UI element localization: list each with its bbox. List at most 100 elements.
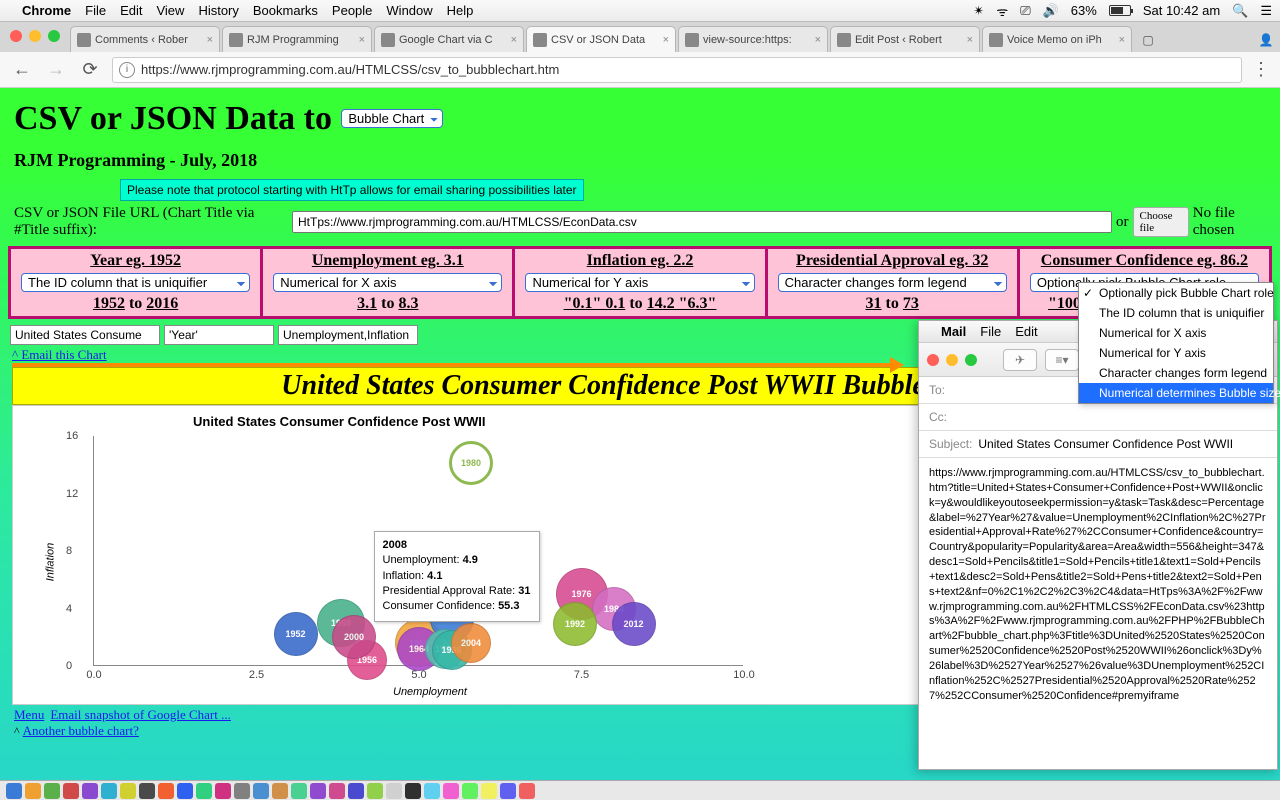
dock-app-icon[interactable] bbox=[139, 783, 155, 799]
minimize-icon[interactable] bbox=[946, 354, 958, 366]
browser-tab[interactable]: Voice Memo on iPh× bbox=[982, 26, 1132, 52]
choose-file-button[interactable]: Choose file bbox=[1133, 207, 1189, 237]
address-bar[interactable]: i https://www.rjmprogramming.com.au/HTML… bbox=[112, 57, 1242, 83]
reload-button[interactable]: ⟳ bbox=[78, 58, 102, 82]
close-tab-icon[interactable]: × bbox=[359, 34, 365, 46]
another-chart-link[interactable]: Another bubble chart? bbox=[23, 723, 139, 738]
dock[interactable] bbox=[0, 780, 1280, 800]
dock-app-icon[interactable] bbox=[424, 783, 440, 799]
subject-field[interactable]: United States Consumer Confidence Post W… bbox=[978, 437, 1233, 451]
menu-edit[interactable]: Edit bbox=[120, 3, 142, 18]
dock-app-icon[interactable] bbox=[386, 783, 402, 799]
close-tab-icon[interactable]: × bbox=[1119, 34, 1125, 46]
close-icon[interactable] bbox=[10, 30, 22, 42]
dock-app-icon[interactable] bbox=[462, 783, 478, 799]
close-tab-icon[interactable]: × bbox=[967, 34, 973, 46]
send-button[interactable]: ✈ bbox=[1003, 349, 1037, 371]
user-icon[interactable]: 👤 bbox=[1252, 28, 1280, 52]
airplay-icon[interactable]: ⎚ bbox=[1020, 3, 1030, 19]
close-icon[interactable] bbox=[927, 354, 939, 366]
site-info-icon[interactable]: i bbox=[119, 62, 135, 78]
battery-icon[interactable] bbox=[1109, 5, 1131, 16]
chart-type-select[interactable]: Bubble Chart bbox=[341, 109, 443, 128]
menu-history[interactable]: History bbox=[198, 3, 238, 18]
menu-help[interactable]: Help bbox=[447, 3, 474, 18]
dock-app-icon[interactable] bbox=[196, 783, 212, 799]
dropdown-option[interactable]: The ID column that is uniquifier bbox=[1079, 303, 1273, 323]
chrome-menu-icon[interactable]: ⋮ bbox=[1252, 59, 1270, 80]
value-input[interactable] bbox=[278, 325, 418, 345]
dropdown-option[interactable]: Optionally pick Bubble Chart role bbox=[1079, 283, 1273, 303]
back-button[interactable]: ← bbox=[10, 58, 34, 82]
dock-app-icon[interactable] bbox=[500, 783, 516, 799]
dock-app-icon[interactable] bbox=[519, 783, 535, 799]
browser-tab[interactable]: RJM Programming× bbox=[222, 26, 372, 52]
bubble-point[interactable]: 1952 bbox=[274, 612, 318, 656]
app-name[interactable]: Chrome bbox=[22, 3, 71, 18]
wifi-icon[interactable]: ᯤ bbox=[996, 2, 1008, 20]
dock-app-icon[interactable] bbox=[177, 783, 193, 799]
dock-app-icon[interactable] bbox=[120, 783, 136, 799]
column-role-select[interactable]: Numerical for X axis bbox=[273, 273, 502, 292]
dock-app-icon[interactable] bbox=[329, 783, 345, 799]
close-tab-icon[interactable]: × bbox=[663, 34, 669, 46]
window-controls[interactable] bbox=[10, 30, 60, 42]
forward-button[interactable]: → bbox=[44, 58, 68, 82]
dock-app-icon[interactable] bbox=[234, 783, 250, 799]
list-icon[interactable]: ☰ bbox=[1260, 3, 1272, 19]
browser-tab[interactable]: Comments ‹ Rober× bbox=[70, 26, 220, 52]
menu-view[interactable]: View bbox=[156, 3, 184, 18]
dock-app-icon[interactable] bbox=[481, 783, 497, 799]
minimize-icon[interactable] bbox=[29, 30, 41, 42]
mail-app-name[interactable]: Mail bbox=[941, 324, 966, 339]
menu-window[interactable]: Window bbox=[386, 3, 432, 18]
dock-app-icon[interactable] bbox=[405, 783, 421, 799]
dropdown-option[interactable]: Numerical for X axis bbox=[1079, 323, 1273, 343]
bubble-point[interactable]: 2012 bbox=[612, 602, 656, 646]
dropdown-option[interactable]: Numerical determines Bubble size bbox=[1079, 383, 1273, 403]
zoom-icon[interactable] bbox=[965, 354, 977, 366]
dock-app-icon[interactable] bbox=[272, 783, 288, 799]
mail-file-menu[interactable]: File bbox=[980, 324, 1001, 339]
bubble-point[interactable]: 1980 bbox=[449, 441, 493, 485]
dock-app-icon[interactable] bbox=[443, 783, 459, 799]
label-input[interactable] bbox=[164, 325, 274, 345]
browser-tab[interactable]: Edit Post ‹ Robert× bbox=[830, 26, 980, 52]
column-role-select[interactable]: Character changes form legend bbox=[778, 273, 1007, 292]
dropdown-option[interactable]: Numerical for Y axis bbox=[1079, 343, 1273, 363]
new-tab-button[interactable]: ▢ bbox=[1134, 28, 1162, 52]
browser-tab[interactable]: view-source:https:× bbox=[678, 26, 828, 52]
column-role-select[interactable]: Numerical for Y axis bbox=[525, 273, 754, 292]
dock-app-icon[interactable] bbox=[25, 783, 41, 799]
dock-app-icon[interactable] bbox=[158, 783, 174, 799]
dock-app-icon[interactable] bbox=[6, 783, 22, 799]
dock-app-icon[interactable] bbox=[367, 783, 383, 799]
dock-app-icon[interactable] bbox=[291, 783, 307, 799]
dock-app-icon[interactable] bbox=[348, 783, 364, 799]
menu-file[interactable]: File bbox=[85, 3, 106, 18]
browser-tab[interactable]: Google Chart via C× bbox=[374, 26, 524, 52]
dock-app-icon[interactable] bbox=[310, 783, 326, 799]
close-tab-icon[interactable]: × bbox=[511, 34, 517, 46]
zoom-icon[interactable] bbox=[48, 30, 60, 42]
mail-body[interactable]: https://www.rjmprogramming.com.au/HTMLCS… bbox=[919, 458, 1277, 758]
volume-icon[interactable]: 🔊 bbox=[1043, 3, 1059, 19]
bubble-point[interactable]: 2000 bbox=[332, 615, 376, 659]
spotlight-icon[interactable]: 🔍 bbox=[1232, 3, 1248, 19]
browser-tab[interactable]: CSV or JSON Data× bbox=[526, 26, 676, 52]
clock[interactable]: Sat 10:42 am bbox=[1143, 3, 1220, 18]
mail-edit-menu[interactable]: Edit bbox=[1015, 324, 1037, 339]
menu-people[interactable]: People bbox=[332, 3, 372, 18]
dock-app-icon[interactable] bbox=[63, 783, 79, 799]
bubble-point[interactable]: 2004 bbox=[451, 623, 491, 663]
dock-app-icon[interactable] bbox=[215, 783, 231, 799]
menu-link[interactable]: Menu bbox=[14, 707, 44, 722]
dock-app-icon[interactable] bbox=[101, 783, 117, 799]
close-tab-icon[interactable]: × bbox=[815, 34, 821, 46]
status-icon[interactable]: ✴ bbox=[973, 3, 984, 19]
csv-url-input[interactable] bbox=[292, 211, 1112, 233]
dock-app-icon[interactable] bbox=[253, 783, 269, 799]
role-dropdown-menu[interactable]: Optionally pick Bubble Chart roleThe ID … bbox=[1078, 282, 1274, 404]
email-chart-link[interactable]: ^ Email this Chart bbox=[12, 347, 107, 362]
column-role-select[interactable]: The ID column that is uniquifier bbox=[21, 273, 250, 292]
